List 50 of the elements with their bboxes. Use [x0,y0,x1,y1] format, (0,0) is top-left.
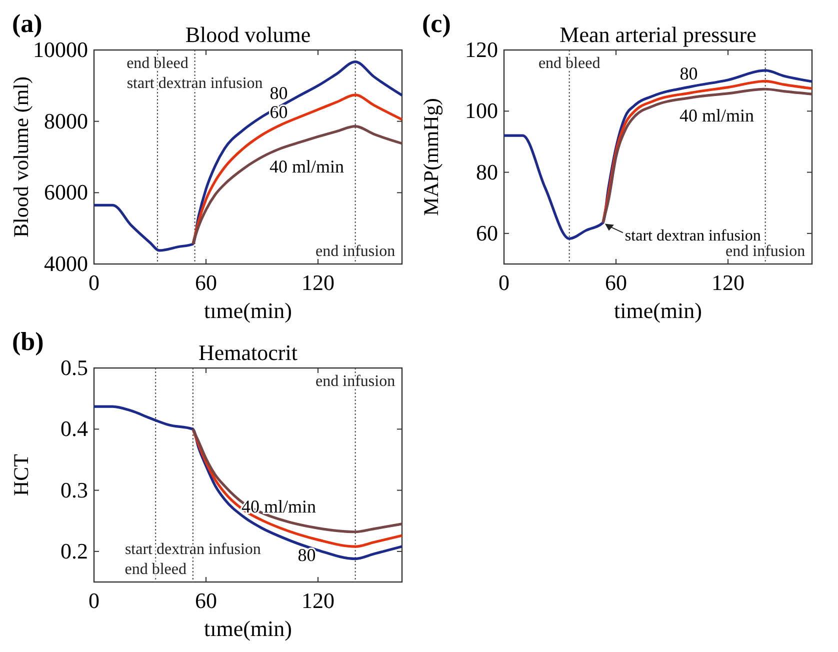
ref-line-label: end bleed [126,55,188,72]
y-axis-title: HCT [9,454,33,496]
series-label: 80 [270,82,288,103]
chart-title: Hematocrit [198,340,298,365]
series-label: 40 ml/min [680,106,754,126]
line-series [192,125,404,246]
x-tick-label: 60 [195,588,217,613]
x-axis-title: tıme(min) [204,616,292,641]
series-label: 40 ml/min [270,156,344,176]
y-tick-label: 60 [476,220,498,246]
y-tick-label: 0.5 [60,355,88,380]
x-tick-label: 120 [302,588,334,613]
y-tick-label: 6000 [44,180,88,205]
x-axis-title: tıme(min) [204,298,292,323]
chart-title: Blood volume [185,22,311,47]
x-axis-title: time(min) [614,298,702,323]
ref-line-label: end infusion [316,373,396,390]
y-tick-label: 8000 [44,108,88,134]
y-tick-label: 80 [476,159,498,184]
annotation: start dextran infusion [624,228,761,245]
y-axis-title: Blood volume (ml) [9,76,33,238]
text: (b) [12,327,44,356]
x-tick-label: 0 [498,270,510,295]
y-axis-title: MAP(mmHg) [419,98,443,216]
x-tick-label: 0 [88,270,100,295]
ref-line-label: start dextran infusion [124,541,261,558]
ref-line-label: end infusion [726,243,806,260]
y-tick-label: 0.4 [60,416,88,442]
series-label: 80 [680,64,698,84]
y-tick-label: 0.3 [60,477,88,502]
series-label: 80 [298,544,316,565]
ref-line-label: end bleed [124,561,186,578]
ref-line-label: start dextran infusion [126,75,263,92]
chart-title: Mean arterial pressure [560,22,756,47]
y-tick-label: 0.2 [60,538,88,564]
y-tick-label: 4000 [44,251,88,276]
line-series [92,405,404,560]
y-tick-label: 120 [465,37,498,62]
ref-line-label: end infusion [316,243,396,260]
series-label: 60 [270,102,288,122]
x-tick-label: 120 [302,270,334,295]
text: (a) [12,9,42,38]
text: (c) [422,9,451,38]
x-tick-label: 0 [88,588,100,613]
y-tick-label: 10000 [33,37,88,62]
x-tick-label: 120 [712,270,744,295]
ref-line-label: end bleed [538,55,600,72]
x-tick-label: 60 [195,270,217,295]
x-tick-label: 60 [605,270,627,295]
y-tick-label: 100 [465,98,498,124]
